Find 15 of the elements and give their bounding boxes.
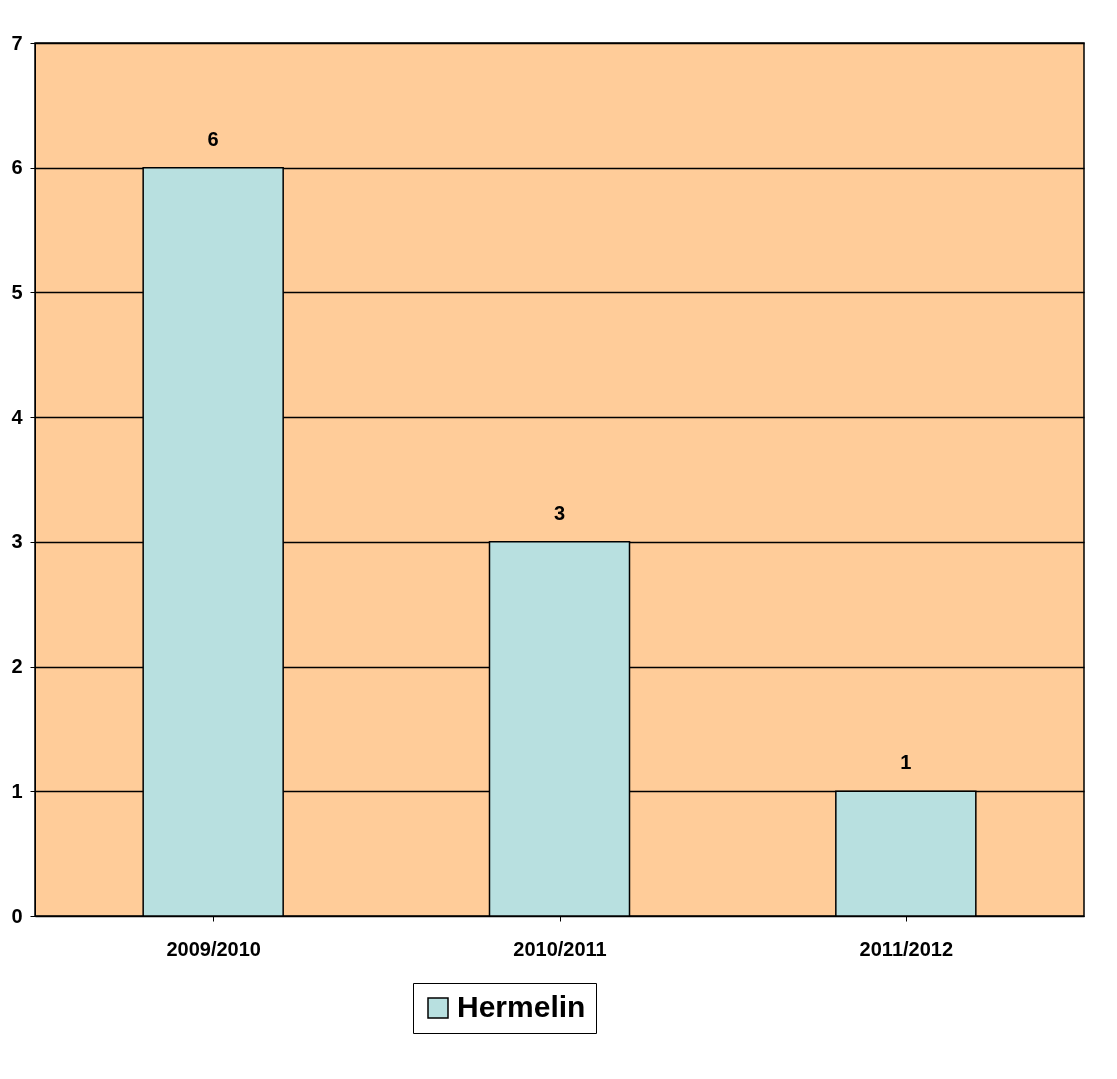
y-tick-label: 1	[11, 779, 23, 802]
y-tick-label: 5	[11, 280, 23, 303]
data-label: 6	[207, 127, 219, 150]
legend-label: Hermelin	[457, 990, 586, 1023]
data-label: 3	[553, 501, 566, 524]
y-tick-label: 2	[11, 655, 23, 678]
y-tick-label: 7	[11, 31, 23, 54]
y-tick-label: 4	[11, 405, 24, 428]
x-tick-label: 2010/2011	[513, 937, 607, 960]
x-tick-label: 2009/2010	[166, 937, 261, 960]
y-tick-label: 0	[11, 904, 23, 927]
x-tick-label: 2011/2012	[859, 937, 954, 960]
y-tick-label: 3	[11, 530, 23, 553]
data-label: 1	[900, 751, 912, 774]
y-tick-label: 6	[11, 156, 23, 179]
